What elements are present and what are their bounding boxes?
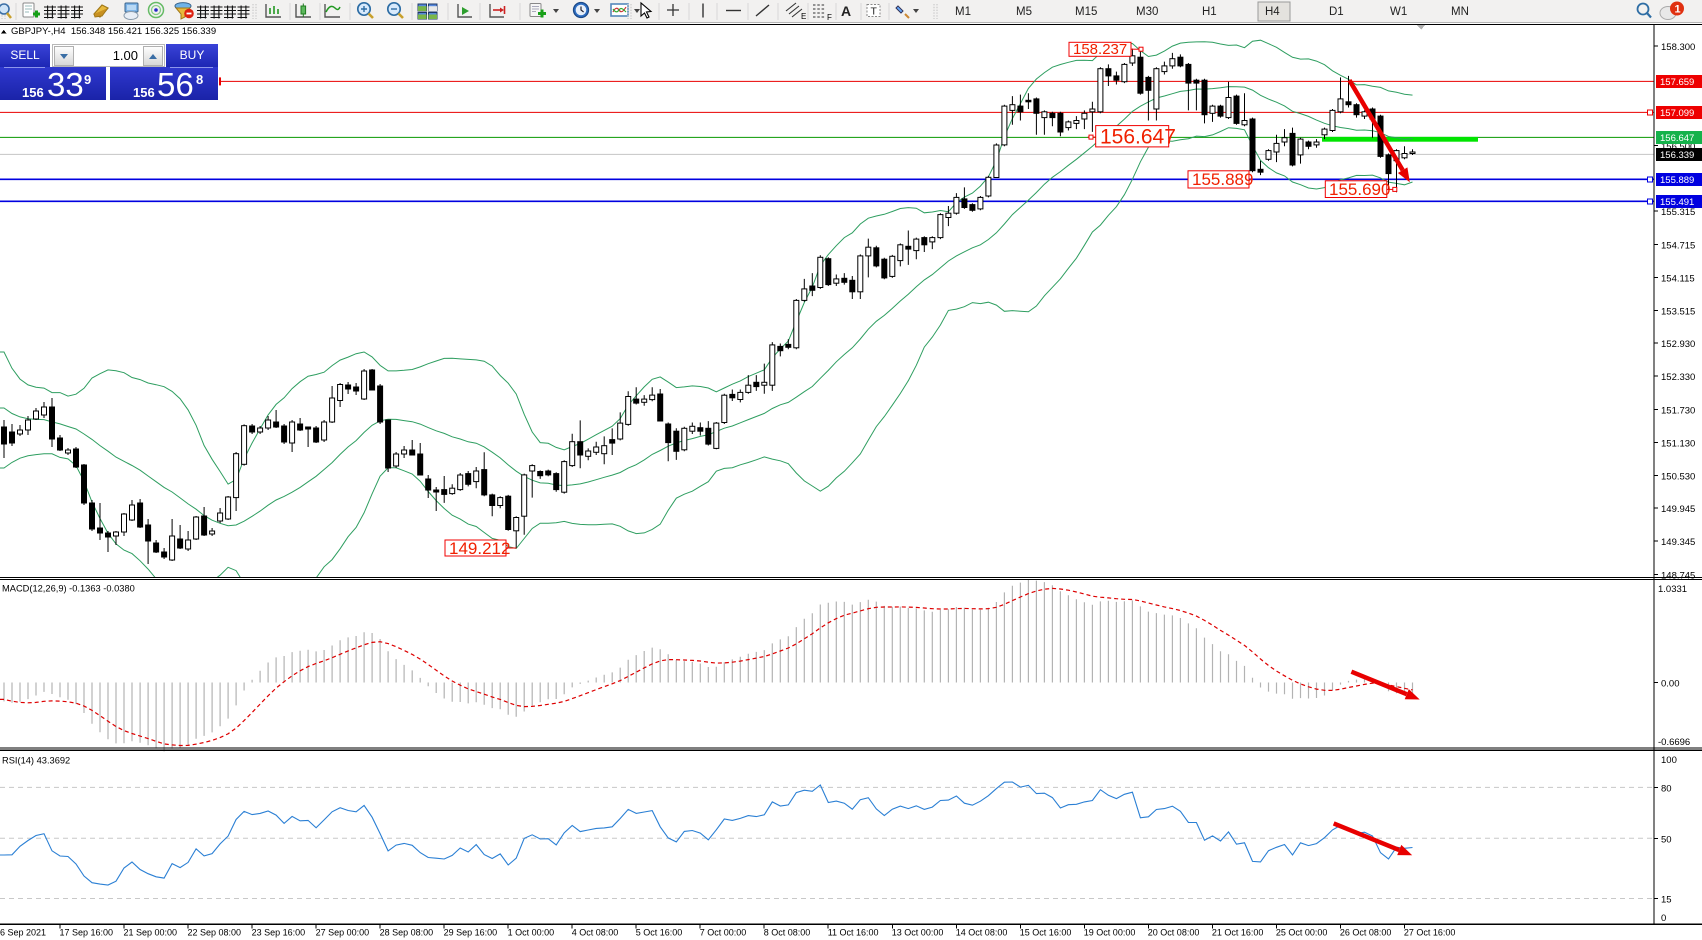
svg-text:M15: M15 [1075,6,1097,18]
svg-text:H1: H1 [1202,6,1217,18]
svg-text:156.647: 156.647 [1660,133,1694,144]
svg-text:80: 80 [1661,783,1672,794]
svg-text:T: T [871,6,878,18]
svg-text:W1: W1 [1390,6,1407,18]
svg-text:156.500: 156.500 [1661,142,1695,153]
svg-text:148.745: 148.745 [1661,570,1695,581]
svg-text:F: F [827,13,832,22]
svg-text:M1: M1 [955,6,971,18]
svg-text:28 Sep 08:00: 28 Sep 08:00 [380,928,434,938]
svg-text:RSI(14) 43.3692: RSI(14) 43.3692 [2,756,70,766]
svg-text:155.889: 155.889 [1192,170,1253,189]
svg-text:1: 1 [1675,4,1681,16]
svg-text:GBPJPY-,H4 156.348 156.421 15: GBPJPY-,H4 156.348 156.421 156.325 156.3… [11,26,216,37]
svg-text:22 Sep 08:00: 22 Sep 08:00 [188,928,242,938]
svg-text:152.930: 152.930 [1661,339,1695,350]
svg-text:M5: M5 [1016,6,1032,18]
svg-text:151.730: 151.730 [1661,405,1695,416]
svg-text:26 Oct 08:00: 26 Oct 08:00 [1340,928,1392,938]
svg-text:1.0331: 1.0331 [1658,584,1687,595]
svg-text:14 Oct 08:00: 14 Oct 08:00 [956,928,1008,938]
svg-text:27 Sep 00:00: 27 Sep 00:00 [316,928,370,938]
svg-text:154.115: 154.115 [1661,273,1695,284]
svg-text:157.659: 157.659 [1660,77,1694,88]
svg-text:19 Oct 00:00: 19 Oct 00:00 [1084,928,1136,938]
svg-text:1 Oct 00:00: 1 Oct 00:00 [508,928,555,938]
svg-text:25 Oct 00:00: 25 Oct 00:00 [1276,928,1328,938]
svg-text:150.530: 150.530 [1661,472,1695,483]
svg-text:50: 50 [1661,834,1672,845]
svg-text:20 Oct 08:00: 20 Oct 08:00 [1148,928,1200,938]
svg-text:6 Sep 2021: 6 Sep 2021 [0,928,46,938]
svg-text:154.715: 154.715 [1661,240,1695,251]
svg-text:7 Oct 00:00: 7 Oct 00:00 [700,928,747,938]
svg-text:8 Oct 08:00: 8 Oct 08:00 [764,928,811,938]
svg-text:15 Oct 16:00: 15 Oct 16:00 [1020,928,1072,938]
svg-text:17 Sep 16:00: 17 Sep 16:00 [60,928,114,938]
svg-text:157.099: 157.099 [1660,108,1694,119]
svg-text:11 Oct 16:00: 11 Oct 16:00 [828,928,879,938]
svg-text:149.212: 149.212 [449,539,510,558]
svg-text:155.889: 155.889 [1660,175,1694,186]
svg-text:M30: M30 [1136,6,1158,18]
svg-text:MACD(12,26,9) -0.1363 -0.0380: MACD(12,26,9) -0.1363 -0.0380 [2,584,135,594]
svg-text:0: 0 [1661,913,1666,924]
svg-text:-0.6696: -0.6696 [1658,737,1690,748]
svg-text:15: 15 [1661,895,1672,906]
svg-text:156.647: 156.647 [1100,126,1176,149]
svg-text:151.130: 151.130 [1661,439,1695,450]
svg-text:4 Oct 08:00: 4 Oct 08:00 [572,928,619,938]
svg-text:156.339: 156.339 [1660,150,1694,161]
svg-text:152.330: 152.330 [1661,372,1695,383]
svg-text:21 Oct 16:00: 21 Oct 16:00 [1212,928,1264,938]
svg-text:E: E [801,12,806,21]
svg-text:23 Sep 16:00: 23 Sep 16:00 [252,928,306,938]
svg-text:D1: D1 [1329,6,1344,18]
svg-text:21 Sep 00:00: 21 Sep 00:00 [124,928,178,938]
svg-text:158.300: 158.300 [1661,42,1695,53]
svg-text:149.345: 149.345 [1661,537,1695,548]
svg-text:155.315: 155.315 [1661,207,1695,218]
svg-text:149.945: 149.945 [1661,504,1695,515]
svg-text:0.00: 0.00 [1661,679,1680,690]
svg-text:27 Oct 16:00: 27 Oct 16:00 [1404,928,1456,938]
svg-text:100: 100 [1661,755,1677,766]
svg-text:MN: MN [1451,6,1469,18]
svg-text:155.491: 155.491 [1660,197,1694,208]
svg-text:153.515: 153.515 [1661,307,1695,318]
svg-text:5 Oct 16:00: 5 Oct 16:00 [636,928,683,938]
svg-text:158.237: 158.237 [1073,41,1127,58]
svg-text:29 Sep 16:00: 29 Sep 16:00 [444,928,498,938]
svg-text:A: A [841,3,851,19]
svg-text:155.690: 155.690 [1329,180,1390,199]
svg-text:H4: H4 [1265,6,1280,18]
svg-text:13 Oct 00:00: 13 Oct 00:00 [892,928,944,938]
